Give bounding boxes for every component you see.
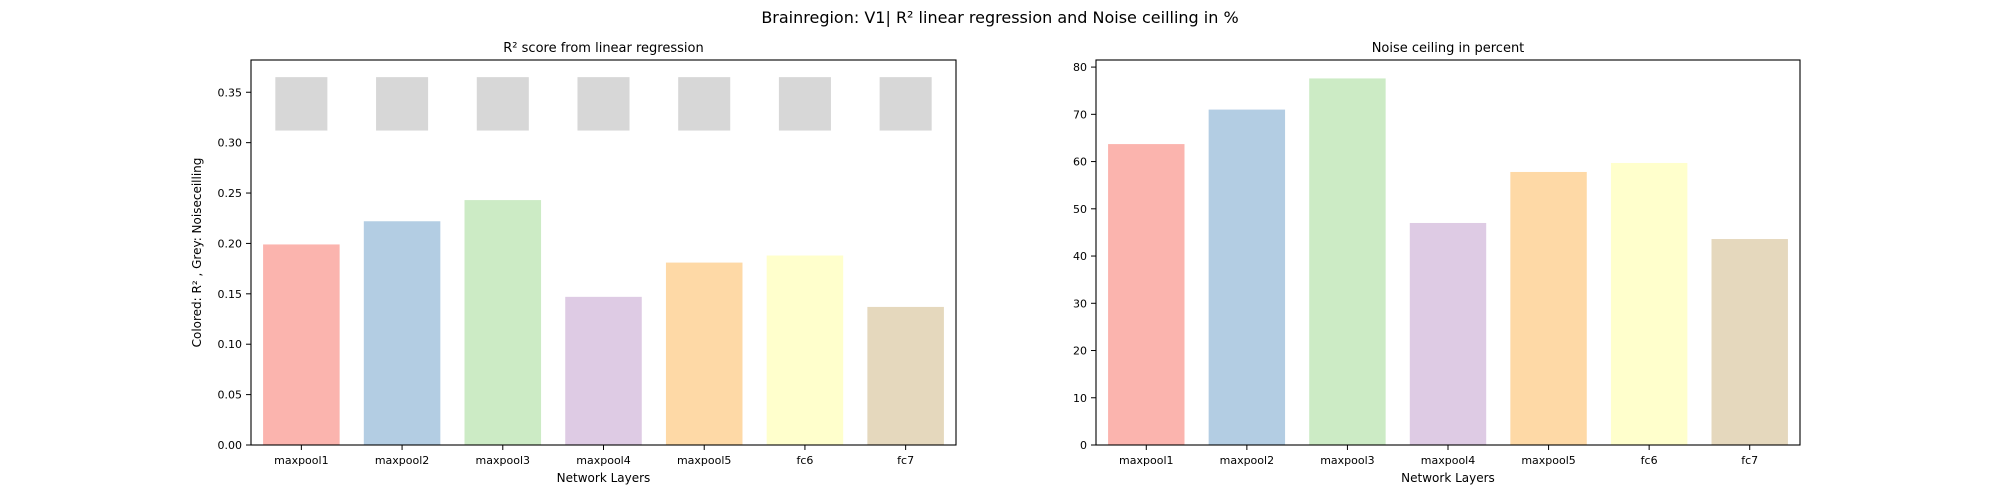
ceiling-bar-maxpool4	[577, 77, 630, 131]
x-tick-label-maxpool5: maxpool5	[1521, 454, 1575, 467]
y-tick-label: 0.15	[218, 288, 243, 301]
chart-title: Noise ceiling in percent	[1372, 41, 1525, 56]
x-axis-label: Network Layers	[1401, 471, 1495, 485]
ceiling-bar-maxpool3	[476, 77, 529, 131]
x-axis-label: Network Layers	[557, 471, 651, 485]
bar-maxpool5	[665, 262, 743, 445]
figure-title: Brainregion: V1| R² linear regression an…	[761, 8, 1238, 27]
ceiling-bar-fc6	[778, 77, 831, 131]
y-tick-label: 60	[1073, 156, 1087, 169]
y-tick-label: 20	[1073, 345, 1087, 358]
y-tick-label: 80	[1073, 61, 1087, 74]
y-tick-label: 10	[1073, 392, 1087, 405]
y-tick-label: 30	[1073, 297, 1087, 310]
bar-fc7	[1711, 239, 1788, 445]
x-tick-label-maxpool2: maxpool2	[1220, 454, 1274, 467]
x-tick-label-maxpool4: maxpool4	[576, 454, 630, 467]
chart-noise-ceiling: 0 10 20 30 40 50 60 70 80 maxpool1 maxpool2 maxpool…	[1073, 41, 1801, 485]
y-tick-label: 0.25	[218, 187, 243, 200]
chart-title: R² score from linear regression	[503, 41, 703, 56]
x-tick-label-fc6: fc6	[1641, 454, 1658, 467]
bar-maxpool1	[1108, 144, 1185, 445]
x-tick-label-maxpool3: maxpool3	[1320, 454, 1374, 467]
y-tick-label: 0.10	[218, 338, 243, 351]
y-tick-label: 0.35	[218, 86, 243, 99]
y-tick-label: 50	[1073, 203, 1087, 216]
x-tick-label-maxpool4: maxpool4	[1421, 454, 1475, 467]
x-tick-label-fc7: fc7	[897, 454, 914, 467]
x-tick-label-maxpool1: maxpool1	[274, 454, 328, 467]
x-tick-label-maxpool2: maxpool2	[375, 454, 429, 467]
y-axis-label: Colored: R² , Grey: Noiseceilling	[190, 158, 204, 348]
y-tick-label: 0.20	[218, 237, 243, 250]
bar-fc7	[867, 306, 944, 445]
bar-maxpool2	[1208, 109, 1286, 445]
y-tick-label: 0.00	[218, 439, 243, 452]
bar-maxpool4	[1409, 222, 1487, 445]
x-tick-label-fc6: fc6	[796, 454, 813, 467]
bar-maxpool2	[363, 221, 441, 445]
bar-maxpool3	[1309, 78, 1386, 446]
x-tick-label-maxpool3: maxpool3	[476, 454, 530, 467]
ceiling-bar-maxpool2	[376, 77, 429, 131]
bar-maxpool5	[1510, 171, 1587, 445]
ceiling-bar-maxpool5	[678, 77, 731, 131]
y-tick-label: 0.30	[218, 137, 243, 150]
y-tick-label: 0	[1080, 439, 1087, 452]
bar-fc6	[766, 255, 844, 445]
x-tick-label-maxpool1: maxpool1	[1119, 454, 1173, 467]
x-tick-label-maxpool5: maxpool5	[677, 454, 731, 467]
ceiling-bar-fc7	[879, 77, 932, 131]
bar-maxpool3	[464, 200, 542, 445]
chart-r2-score: 0.00 0.05 0.10 0.15 0.20 0.25 0.30 0.35 maxpool1…	[190, 41, 957, 485]
bar-maxpool1	[263, 244, 340, 445]
ceiling-bar-maxpool1	[275, 77, 328, 131]
y-tick-label: 70	[1073, 108, 1087, 121]
x-tick-label-fc7: fc7	[1741, 454, 1758, 467]
bar-fc6	[1610, 162, 1688, 446]
bar-maxpool4	[565, 296, 642, 445]
y-tick-label: 0.05	[218, 389, 243, 402]
y-tick-label: 40	[1073, 250, 1087, 263]
